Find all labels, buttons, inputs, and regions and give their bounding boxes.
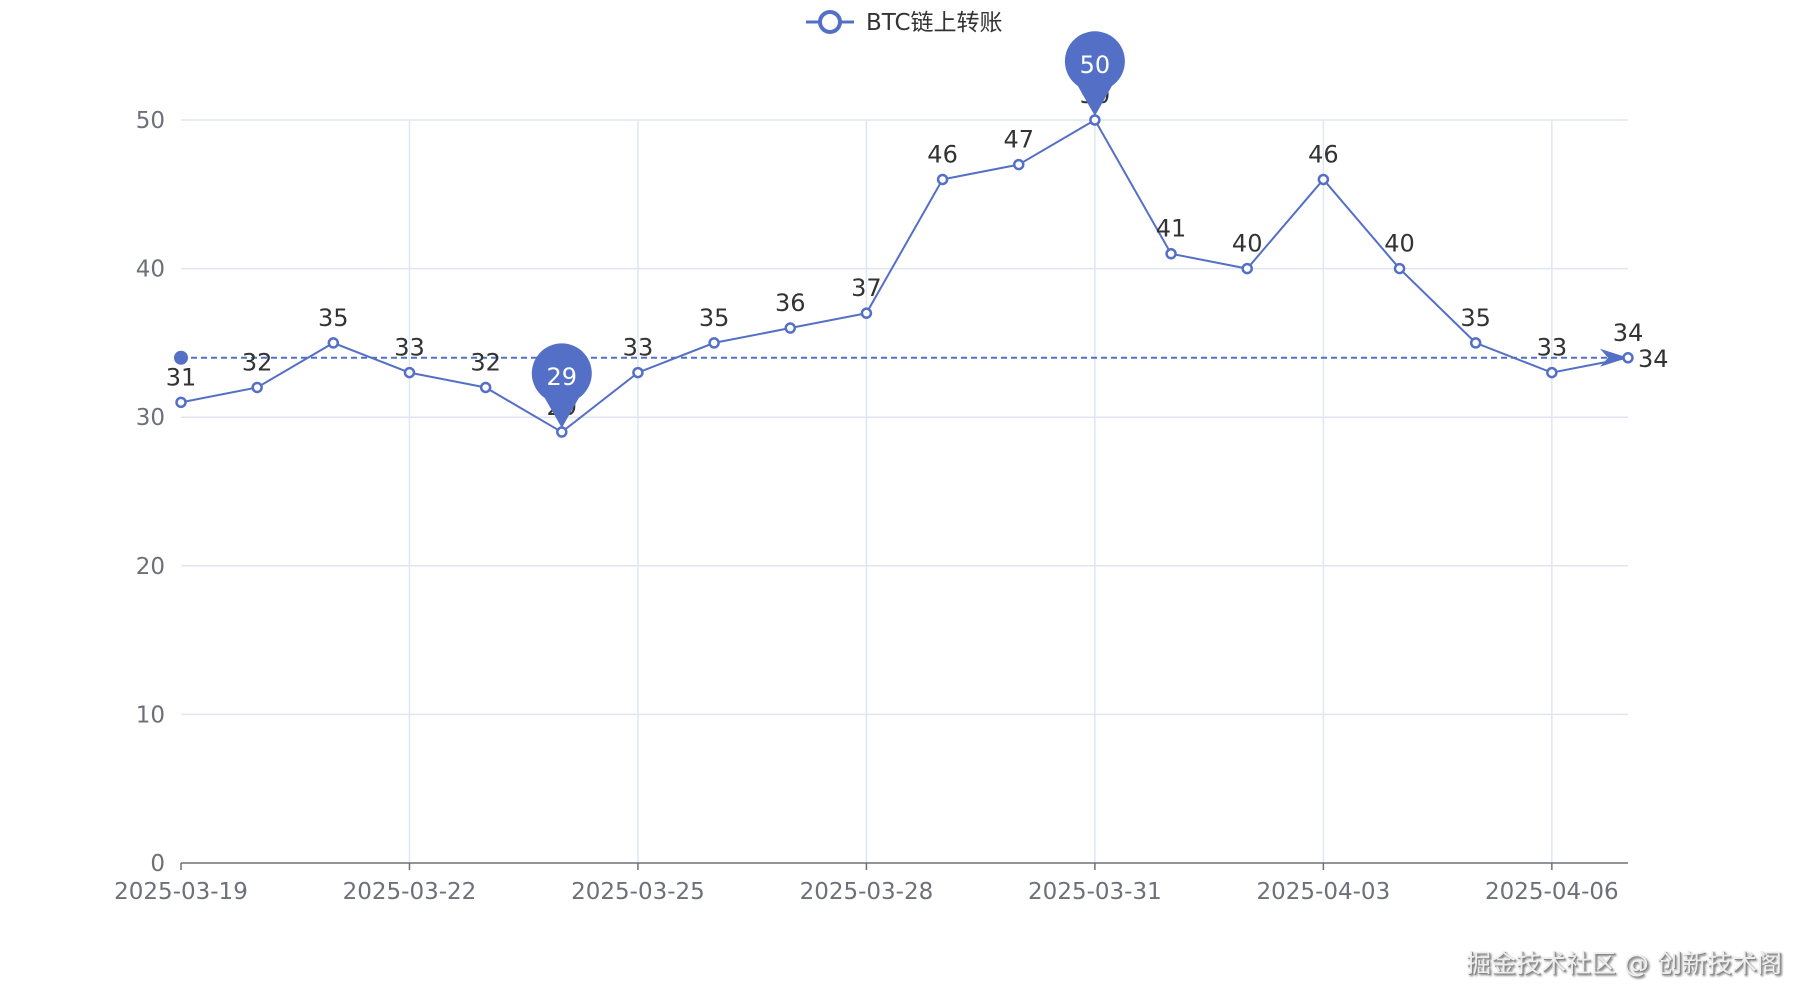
y-tick-label: 30: [136, 405, 165, 431]
data-label: 32: [242, 348, 273, 376]
data-point: [784, 322, 797, 334]
x-tick-label: 2025-03-25: [571, 879, 705, 905]
data-label: 33: [1537, 334, 1568, 362]
x-tick-label: 2025-03-28: [800, 879, 934, 905]
data-label: 40: [1384, 230, 1415, 258]
data-point: [479, 381, 492, 394]
data-label: 46: [927, 140, 958, 168]
data-point: [1089, 114, 1101, 126]
data-label: 31: [166, 363, 197, 391]
data-point: [1469, 337, 1482, 349]
x-tick-label: 2025-03-31: [1028, 879, 1162, 905]
data-point: [1241, 262, 1253, 275]
data-point: [632, 366, 644, 379]
data-point: [251, 381, 263, 394]
data-point: [556, 426, 568, 438]
data-label: 36: [775, 289, 806, 317]
data-point: [860, 307, 873, 319]
data-label: 40: [1232, 230, 1263, 258]
mark-line-label: 34: [1638, 345, 1669, 373]
data-label: 35: [699, 304, 730, 332]
data-label: 33: [623, 334, 654, 362]
data-point: [175, 396, 187, 409]
watermark: 掘金技术社区 @ 创新技术阁: [1466, 949, 1782, 978]
max-pin-label: 50: [1080, 51, 1111, 79]
data-point: [708, 337, 720, 349]
data-label: 41: [1156, 215, 1187, 243]
data-point: [1165, 247, 1177, 260]
data-label: 32: [470, 348, 501, 376]
data-label: 33: [394, 334, 425, 362]
y-tick-label: 0: [150, 851, 165, 877]
max-pin-icon: [1064, 31, 1125, 116]
data-label: 34: [1613, 319, 1644, 347]
data-label: 37: [851, 274, 882, 302]
legend-marker-icon: [818, 10, 842, 34]
data-point: [1622, 352, 1634, 364]
series-line: [180, 118, 1629, 434]
y-tick-label: 50: [136, 108, 165, 134]
data-label: 35: [318, 304, 349, 332]
data-point: [1393, 262, 1406, 275]
y-tick-label: 20: [136, 554, 165, 580]
mark-line-start-symbol: [174, 350, 188, 365]
data-label: 46: [1308, 140, 1339, 168]
x-tick-label: 2025-04-03: [1257, 879, 1391, 905]
min-pin-label: 29: [547, 363, 578, 391]
data-point: [1012, 158, 1025, 171]
y-tick-label: 10: [136, 702, 165, 728]
data-point: [936, 173, 949, 186]
data-point: [1317, 173, 1330, 186]
x-tick-label: 2025-03-19: [114, 879, 248, 905]
data-point: [1546, 366, 1558, 379]
data-point: [327, 337, 340, 349]
y-tick-label: 40: [136, 257, 165, 283]
legend-label: BTC链上转账: [866, 10, 1003, 36]
data-label: 47: [1003, 126, 1034, 154]
data-label: 35: [1460, 304, 1491, 332]
x-tick-label: 2025-04-06: [1485, 879, 1619, 905]
x-tick-label: 2025-03-22: [343, 879, 477, 905]
min-pin-icon: [531, 343, 592, 429]
data-point: [403, 366, 416, 379]
